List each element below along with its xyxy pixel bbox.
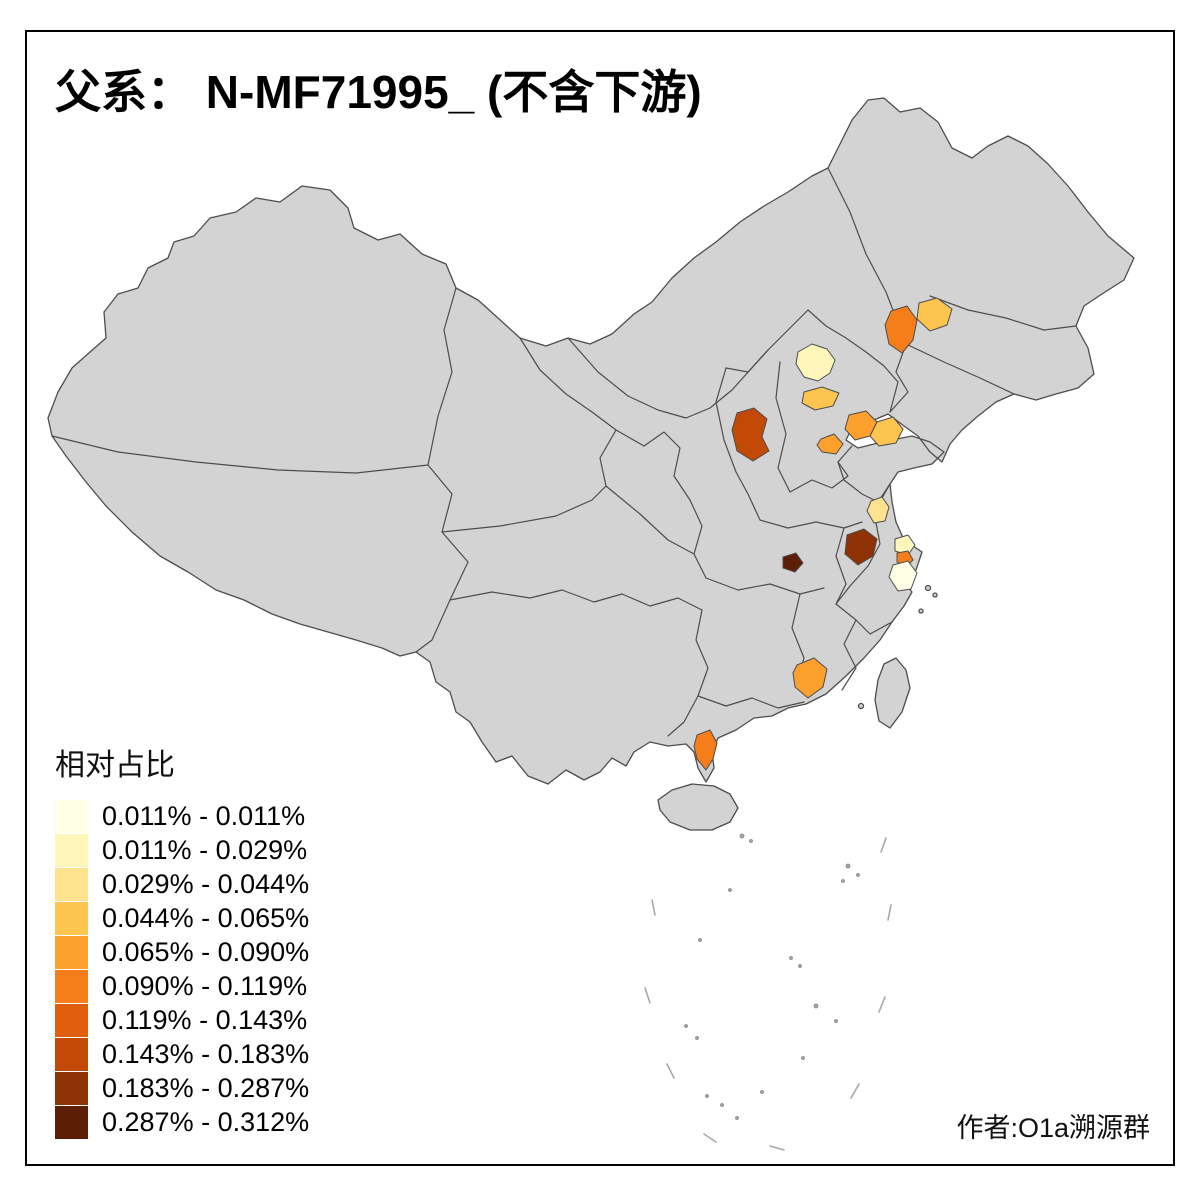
legend-item: 0.090% - 0.119%	[55, 970, 309, 1003]
legend-item: 0.119% - 0.143%	[55, 1004, 309, 1037]
legend-swatch	[55, 1004, 88, 1037]
legend-swatch	[55, 970, 88, 1003]
nine-dash-line-segment	[644, 987, 651, 1004]
legend-label: 0.090% - 0.119%	[102, 971, 308, 1001]
author-credit: 作者:O1a溯源群	[956, 1113, 1150, 1143]
region-east-hubei	[782, 552, 804, 573]
legend-item: 0.011% - 0.011%	[55, 800, 309, 833]
nine-dash-line-segment	[666, 1063, 675, 1079]
legend-label: 0.044% - 0.065%	[102, 903, 310, 933]
legend: 相对占比 0.011% - 0.011% 0.011% - 0.029% 0.029…	[55, 740, 309, 1140]
nine-dash-line-segment	[703, 1133, 717, 1143]
region-zhanjiang	[693, 729, 718, 771]
nine-dash-line-segment	[651, 899, 656, 916]
legend-label: 0.011% - 0.029%	[102, 835, 308, 865]
legend-label: 0.011% - 0.011%	[102, 801, 306, 831]
legend-label: 0.029% - 0.044%	[102, 869, 310, 899]
page-title: 父系： N-MF71995_ (不含下游)	[55, 66, 702, 118]
region-north-zhejiang	[888, 560, 918, 592]
province-borders	[51, 167, 1077, 737]
nine-dash-line-segment	[887, 904, 892, 921]
legend-swatch	[55, 1038, 88, 1071]
region-central-jiangsu	[866, 496, 890, 524]
coastal-island	[924, 584, 932, 592]
legend-swatch	[55, 834, 88, 867]
legend-swatch	[55, 902, 88, 935]
legend-swatch	[55, 1106, 88, 1139]
legend-item: 0.029% - 0.044%	[55, 868, 309, 901]
south-china-sea-islands	[644, 833, 892, 1151]
region-north-henan	[816, 433, 844, 455]
legend-label: 0.143% - 0.183%	[102, 1039, 310, 1069]
nine-dash-line-segment	[769, 1145, 785, 1151]
coastal-island	[932, 592, 938, 598]
mainland-shape	[47, 97, 1135, 785]
region-shanghai-north	[894, 534, 916, 556]
legend-item: 0.065% - 0.090%	[55, 936, 309, 969]
region-east-guangdong	[792, 657, 828, 699]
nine-dash-line-segment	[880, 837, 887, 853]
legend-swatch	[55, 1072, 88, 1105]
legend-items: 0.011% - 0.011% 0.011% - 0.029% 0.029% - 0…	[55, 800, 309, 1139]
taiwan-island	[874, 657, 911, 729]
legend-item: 0.183% - 0.287%	[55, 1072, 309, 1105]
region-north-liaoning	[916, 297, 953, 332]
legend-item: 0.044% - 0.065%	[55, 902, 309, 935]
hainan-island	[657, 783, 739, 831]
legend-swatch	[55, 868, 88, 901]
legend-label: 0.119% - 0.143%	[102, 1005, 308, 1035]
region-central-shandong	[869, 416, 904, 447]
region-hebei-tianjin	[801, 386, 840, 411]
legend-item: 0.287% - 0.312%	[55, 1106, 309, 1139]
region-beijing	[795, 343, 836, 382]
legend-item: 0.143% - 0.183%	[55, 1038, 309, 1071]
coastal-island	[918, 608, 924, 614]
nine-dash-line-segment	[878, 996, 886, 1013]
legend-label: 0.065% - 0.090%	[102, 937, 310, 967]
region-central-shanxi	[731, 407, 770, 462]
legend-item: 0.011% - 0.029%	[55, 834, 309, 867]
legend-title: 相对占比	[55, 749, 175, 782]
penghu-island	[857, 702, 865, 710]
region-nanjing-area	[844, 528, 878, 566]
legend-swatch	[55, 800, 88, 833]
legend-swatch	[55, 936, 88, 969]
landmass	[47, 97, 1135, 831]
highlighted-regions	[693, 297, 953, 771]
nine-dash-line-segment	[850, 1083, 860, 1099]
legend-label: 0.287% - 0.312%	[102, 1107, 310, 1137]
legend-label: 0.183% - 0.287%	[102, 1073, 310, 1103]
region-west-liaoning	[884, 305, 918, 354]
